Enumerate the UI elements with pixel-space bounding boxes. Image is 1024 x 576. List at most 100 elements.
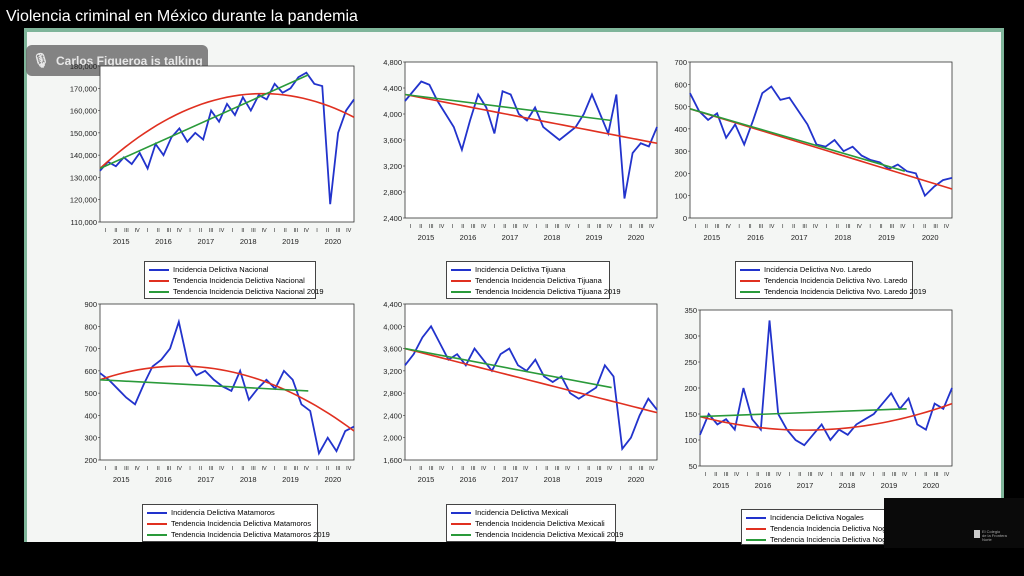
x-year-label: 2015 xyxy=(418,233,435,242)
series-line-actual xyxy=(99,71,355,205)
legend-label: Tendencia Incidencia Delictiva Matamoros xyxy=(171,519,312,528)
legend-swatch xyxy=(451,533,471,536)
x-quarter-label: III xyxy=(251,466,256,472)
legend-swatch xyxy=(740,279,760,282)
legend-item: Tendencia Incidencia Delictiva Matamoros xyxy=(147,518,313,529)
x-quarter-label: II xyxy=(326,466,330,472)
x-quarter-label: II xyxy=(503,224,507,230)
series-line-trend xyxy=(404,93,658,145)
x-year-label: 2015 xyxy=(113,237,130,246)
legend-swatch xyxy=(147,511,167,514)
x-quarter-label: IV xyxy=(944,472,950,478)
x-quarter-label: I xyxy=(147,466,149,472)
x-quarter-label: II xyxy=(792,224,796,230)
x-year-label: 2020 xyxy=(324,237,341,246)
legend-item: Incidencia Delictiva Nogales xyxy=(746,512,881,523)
video-title: Violencia criminal en México durante la … xyxy=(6,8,358,25)
x-quarter-label: IV xyxy=(902,472,908,478)
legend-item: Tendencia Incidencia Delictiva Mexicali … xyxy=(451,529,623,540)
series-line-actual xyxy=(99,318,355,456)
y-tick-label: 1,600 xyxy=(383,456,402,465)
x-quarter-label: III xyxy=(597,224,602,230)
x-quarter-label: II xyxy=(241,466,245,472)
x-quarter-label: IV xyxy=(565,466,571,472)
x-year-label: 2018 xyxy=(834,233,851,242)
x-quarter-label: III xyxy=(715,224,720,230)
x-quarter-label: III xyxy=(597,466,602,472)
x-quarter-label: IV xyxy=(523,466,529,472)
microphone-icon: 🎙 xyxy=(32,52,50,68)
x-quarter-label: IV xyxy=(346,466,352,472)
x-quarter-label: II xyxy=(157,228,161,234)
y-tick-label: 900 xyxy=(84,300,97,309)
x-quarter-label: I xyxy=(409,466,411,472)
x-quarter-label: I xyxy=(189,466,191,472)
x-quarter-label: II xyxy=(419,466,423,472)
x-quarter-label: II xyxy=(326,228,330,234)
legend-item: Tendencia Incidencia Delictiva Nvo. Lare… xyxy=(740,275,908,286)
x-quarter-label: I xyxy=(232,228,234,234)
y-tick-label: 2,400 xyxy=(383,411,402,420)
x-quarter-label: II xyxy=(749,224,753,230)
chart-nacional: 180,000 170,000 160,000 150,000 140,000 130,0… xyxy=(60,62,362,262)
x-quarter-label: I xyxy=(105,228,107,234)
x-quarter-label: II xyxy=(199,466,203,472)
institution-logo: El Colegio de la Frontera Norte xyxy=(974,530,1012,542)
x-quarter-label: I xyxy=(913,224,915,230)
y-tick-label: 110,000 xyxy=(70,218,97,227)
chart-mexicali: 4,400 4,000 3,600 3,200 2,800 2,400 2,000 1,600… xyxy=(365,300,665,500)
x-quarter-label: III xyxy=(429,224,434,230)
legend-label: Tendencia Incidencia Delictiva Nacional … xyxy=(173,287,324,296)
x-quarter-label: IV xyxy=(649,466,655,472)
x-quarter-label: I xyxy=(535,466,537,472)
legend-swatch xyxy=(451,268,471,271)
y-tick-label: 250 xyxy=(684,358,697,367)
y-tick-label: 2,800 xyxy=(383,188,402,197)
webcam-thumbnail[interactable]: El Colegio de la Frontera Norte xyxy=(884,498,1024,548)
legend-label: Tendencia Incidencia Delictiva Nogales xyxy=(770,524,886,533)
x-quarter-label: III xyxy=(513,224,518,230)
x-year-label: 2016 xyxy=(747,233,764,242)
legend-item: Tendencia Incidencia Delictiva Nvo. Lare… xyxy=(740,286,926,297)
series-line-actual xyxy=(404,80,658,199)
x-quarter-label: III xyxy=(766,472,771,478)
x-year-label: 2020 xyxy=(324,475,341,484)
x-quarter-label: IV xyxy=(481,224,487,230)
legend-swatch xyxy=(149,290,169,293)
legend-label: Tendencia Incidencia Delictiva Mexicali … xyxy=(475,530,624,539)
y-tick-label: 3,600 xyxy=(383,136,402,145)
y-tick-label: 100 xyxy=(674,192,687,201)
x-quarter-label: II xyxy=(503,466,507,472)
x-quarter-label: II xyxy=(705,224,709,230)
x-quarter-label: III xyxy=(555,224,560,230)
x-quarter-label: I xyxy=(830,472,832,478)
y-tick-label: 50 xyxy=(689,462,697,471)
legend-item: Tendencia Incidencia Delictiva Nogales 2… xyxy=(746,534,885,544)
legend-label: Incidencia Delictiva Matamoros xyxy=(171,508,275,517)
y-tick-label: 400 xyxy=(674,125,687,134)
x-year-label: 2016 xyxy=(460,475,477,484)
x-quarter-label: II xyxy=(798,472,802,478)
legend-swatch xyxy=(147,533,167,536)
legend-item: Tendencia Incidencia Delictiva Nogales xyxy=(746,523,885,534)
x-quarter-label: III xyxy=(166,466,171,472)
x-quarter-label: III xyxy=(429,466,434,472)
x-year-label: 2020 xyxy=(628,233,645,242)
x-quarter-label: I xyxy=(619,224,621,230)
legend-label: Tendencia Incidencia Delictiva Tijuana 2… xyxy=(475,287,621,296)
x-quarter-label: II xyxy=(880,224,884,230)
x-quarter-label: I xyxy=(788,472,790,478)
legend-item: Tendencia Incidencia Delictiva Nacional xyxy=(149,275,311,286)
x-year-label: 2017 xyxy=(797,481,814,490)
x-year-label: 2018 xyxy=(544,233,561,242)
series-line-trend xyxy=(404,347,658,414)
x-quarter-label: I xyxy=(535,224,537,230)
x-quarter-label: II xyxy=(629,224,633,230)
legend-item: Tendencia Incidencia Delictiva Nacional … xyxy=(149,286,324,297)
legend-swatch xyxy=(740,290,760,293)
y-tick-label: 4,000 xyxy=(383,322,402,331)
x-quarter-label: IV xyxy=(523,224,529,230)
plot-area xyxy=(404,303,658,461)
x-quarter-label: IV xyxy=(769,224,775,230)
